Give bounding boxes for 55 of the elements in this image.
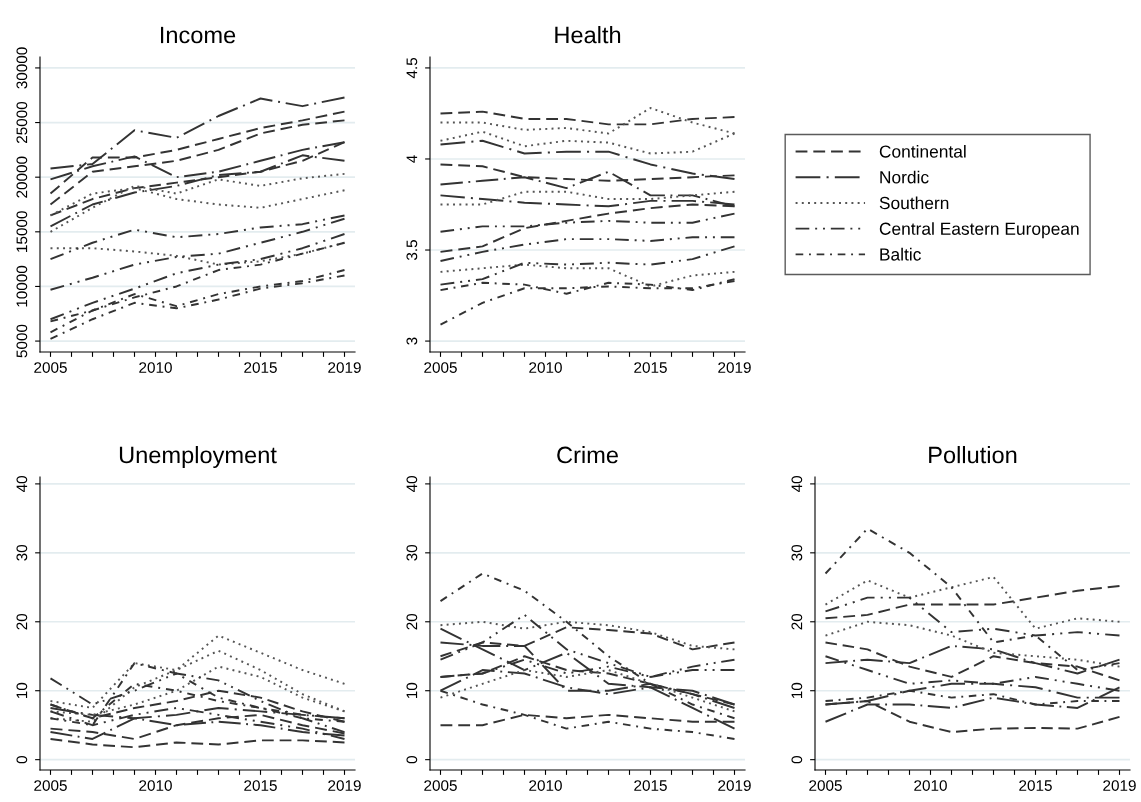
x-tick-label: 2015 [634, 362, 667, 373]
y-tick-label: 30 [16, 544, 28, 561]
y-tick-label: 20 [406, 613, 418, 630]
x-tick-label: 2005 [809, 780, 842, 791]
y-tick-label: 10 [16, 682, 28, 699]
legend-label: Central Eastern European [879, 222, 1079, 239]
x-tick-label: 2010 [139, 362, 172, 373]
chart-title: Pollution [929, 446, 1017, 464]
y-tick-label: 30000 [16, 47, 28, 89]
y-tick-label: 10000 [16, 265, 28, 307]
x-tick-label: 2010 [139, 780, 172, 791]
x-tick-label: 2005 [34, 362, 67, 373]
y-tick-label: 0 [406, 756, 418, 764]
x-tick-label: 2015 [1019, 780, 1052, 791]
y-tick-label: 10 [791, 682, 803, 699]
x-tick-label: 2010 [529, 780, 562, 791]
x-tick-label: 2019 [718, 362, 751, 373]
x-tick-label: 2015 [244, 362, 277, 373]
y-tick-label: 20 [16, 613, 28, 630]
legend-label: Continental [879, 144, 966, 158]
chart-title: Income [160, 26, 236, 44]
x-tick-label: 2010 [914, 780, 947, 791]
x-tick-label: 2019 [328, 780, 361, 791]
y-tick-label: 3.5 [406, 240, 418, 261]
y-tick-label: 5000 [16, 324, 28, 358]
chart-title: Health [555, 26, 621, 44]
y-tick-label: 25000 [16, 101, 28, 144]
legend-label: Baltic [880, 247, 921, 261]
y-tick-label: 0 [791, 756, 803, 764]
y-tick-label: 3 [406, 337, 418, 345]
x-tick-label: 2005 [424, 780, 457, 791]
y-tick-label: 20000 [16, 156, 28, 198]
y-tick-label: 4.5 [406, 57, 418, 79]
x-tick-label: 2005 [34, 780, 67, 791]
y-tick-label: 15000 [16, 211, 28, 252]
x-tick-label: 2015 [244, 780, 277, 791]
x-tick-label: 2019 [1103, 780, 1136, 791]
legend-label: Southern [879, 196, 949, 210]
x-tick-label: 2005 [424, 362, 457, 373]
x-tick-label: 2010 [529, 362, 562, 373]
chart-title: Unemployment [119, 446, 277, 469]
y-tick-label: 40 [791, 475, 803, 493]
chart-title: Crime [557, 446, 618, 464]
y-tick-label: 10 [406, 682, 418, 699]
y-tick-label: 20 [791, 613, 803, 630]
x-tick-label: 2015 [634, 780, 667, 791]
y-tick-label: 0 [16, 756, 28, 764]
y-tick-label: 40 [16, 475, 28, 493]
x-tick-label: 2019 [328, 362, 361, 373]
y-tick-label: 40 [406, 475, 418, 493]
x-tick-label: 2019 [718, 780, 751, 791]
legend-label: Nordic [880, 170, 929, 184]
y-tick-label: 4 [406, 155, 418, 163]
y-tick-label: 30 [406, 544, 418, 561]
y-tick-label: 30 [791, 544, 803, 561]
